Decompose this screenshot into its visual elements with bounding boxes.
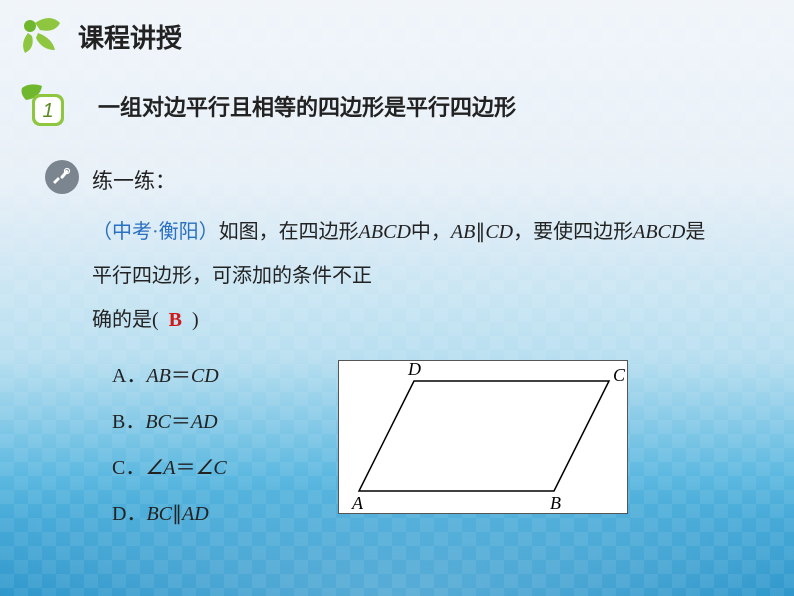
option-a: A．AB＝CD	[112, 355, 227, 397]
opt-b-lhs: BC	[145, 411, 171, 433]
opt-c-lhs: ∠A	[145, 457, 175, 479]
options-list: A．AB＝CD B．BC＝AD C．∠A＝∠C D．BC∥AD	[112, 355, 227, 539]
practice-label: 练一练：	[92, 165, 176, 195]
section-badge-icon: 1	[20, 80, 70, 130]
question-source: （中考·衡阳）	[92, 221, 219, 243]
question-p5: 确的是(	[92, 309, 159, 331]
svg-text:C: C	[613, 365, 626, 385]
q-cd: CD	[485, 221, 513, 243]
opt-a-op: ＝	[171, 365, 191, 387]
question-p3: 要使四边形	[533, 221, 633, 243]
parallelogram-figure: A B C D	[338, 360, 628, 514]
svg-text:A: A	[351, 493, 364, 513]
svg-text:B: B	[550, 493, 561, 513]
q-ab: AB	[451, 221, 475, 243]
opt-d-letter: D．	[112, 503, 146, 525]
option-d: D．BC∥AD	[112, 493, 227, 535]
opt-c-rhs: ∠C	[196, 457, 227, 479]
opt-a-letter: A．	[112, 365, 146, 387]
tools-icon	[45, 160, 79, 194]
question-p1: 如图，在四边形	[219, 221, 359, 243]
question-p2: 中，	[411, 221, 451, 243]
theorem-text: 一组对边平行且相等的四边形是平行四边形	[98, 90, 516, 122]
svg-text:D: D	[407, 361, 421, 379]
logo-icon	[10, 8, 70, 58]
question-p6: )	[192, 309, 199, 331]
opt-b-op: ＝	[171, 411, 191, 433]
q-abcd1: ABCD	[359, 221, 411, 243]
opt-d-op: ∥	[172, 503, 182, 525]
opt-a-lhs: AB	[146, 365, 170, 387]
q-comma1: ，	[513, 221, 533, 243]
q-abcd2: ABCD	[633, 221, 685, 243]
opt-d-lhs: BC	[146, 503, 172, 525]
opt-a-rhs: CD	[191, 365, 219, 387]
opt-c-op: ＝	[176, 457, 196, 479]
option-b: B．BC＝AD	[112, 401, 227, 443]
answer-letter: B	[169, 309, 182, 331]
question-text: （中考·衡阳）如图，在四边形ABCD中，AB∥CD，要使四边形ABCD是平行四边…	[92, 210, 722, 342]
page-title: 课程讲授	[78, 18, 182, 55]
q-par1: ∥	[475, 221, 485, 243]
opt-b-letter: B．	[112, 411, 145, 433]
option-c: C．∠A＝∠C	[112, 447, 227, 489]
opt-c-letter: C．	[112, 457, 145, 479]
opt-d-rhs: AD	[182, 503, 209, 525]
opt-b-rhs: AD	[191, 411, 218, 433]
svg-text:1: 1	[42, 100, 53, 122]
